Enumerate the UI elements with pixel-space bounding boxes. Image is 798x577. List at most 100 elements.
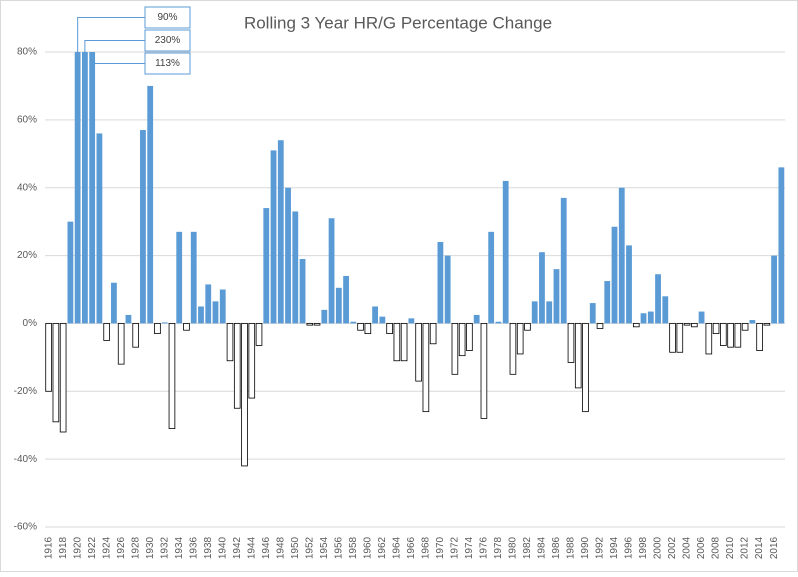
- callout-box: [144, 29, 191, 52]
- bar: [67, 221, 74, 324]
- x-tick-label: 1922: [87, 536, 98, 559]
- bar: [263, 208, 270, 324]
- bar: [705, 323, 713, 355]
- x-tick-label: 2006: [696, 536, 707, 559]
- bar: [662, 296, 669, 324]
- x-tick-label: 2016: [769, 536, 780, 559]
- bar: [589, 303, 596, 324]
- grid: [45, 51, 785, 528]
- x-tick-label: 1934: [174, 536, 185, 559]
- x-tick-label: 2014: [754, 536, 765, 559]
- y-tick-label: -60%: [14, 522, 37, 533]
- bar: [59, 323, 67, 433]
- bar: [756, 323, 763, 351]
- bar: [241, 323, 248, 467]
- callout-box: [144, 52, 191, 75]
- callout-leader: [91, 52, 145, 64]
- bar: [372, 306, 378, 324]
- bar: [524, 323, 531, 331]
- x-tick-label: 1962: [377, 536, 388, 559]
- x-tick-label: 1948: [275, 536, 286, 559]
- bar: [161, 322, 168, 324]
- callout-leader: [77, 17, 145, 52]
- bar: [488, 231, 495, 324]
- bar: [350, 321, 357, 324]
- bar: [567, 323, 575, 363]
- x-tick-label: 1986: [551, 536, 562, 559]
- bar: [132, 323, 139, 348]
- bar: [604, 281, 611, 324]
- x-tick-label: 1992: [595, 536, 606, 559]
- bar: [335, 287, 342, 324]
- x-tick-label: 1968: [421, 536, 432, 559]
- callout-box: [144, 6, 191, 29]
- bar: [546, 301, 553, 324]
- bar: [712, 323, 720, 335]
- bar: [480, 323, 488, 419]
- bar: [734, 323, 742, 348]
- x-tick-label: 1932: [159, 536, 170, 559]
- chart-title: Rolling 3 Year HR/G Percentage Change: [244, 13, 552, 32]
- bar: [96, 133, 103, 324]
- bar: [516, 323, 524, 355]
- bar: [82, 52, 88, 324]
- x-tick-label: 1942: [232, 536, 243, 559]
- y-tick-label: -20%: [14, 386, 37, 397]
- x-tick-label: 1982: [522, 536, 533, 559]
- x-tick-label: 1924: [101, 536, 112, 559]
- bar: [495, 321, 502, 324]
- bar: [379, 316, 386, 324]
- bar: [168, 323, 176, 430]
- y-tick-label: 60%: [17, 114, 37, 125]
- x-tick-label: 1976: [479, 536, 490, 559]
- data-label: 90%: [157, 12, 177, 23]
- bar: [103, 323, 110, 341]
- x-tick-label: 1956: [333, 536, 344, 559]
- bar: [647, 311, 654, 324]
- x-tick-label: 1928: [130, 536, 141, 559]
- x-tick-label: 1952: [304, 536, 315, 559]
- bar: [117, 323, 125, 365]
- bar: [451, 323, 459, 375]
- bar: [618, 187, 625, 324]
- bar: [292, 211, 299, 324]
- bar: [771, 255, 778, 324]
- y-tick-label: 20%: [17, 250, 37, 261]
- bar: [400, 323, 408, 362]
- data-label: 230%: [155, 35, 181, 46]
- x-tick-label: 1930: [145, 536, 156, 559]
- x-tick-label: 1920: [72, 536, 83, 559]
- x-tick-label: 1946: [261, 536, 272, 559]
- y-tick-label: 40%: [17, 182, 37, 193]
- x-tick-label: 2004: [682, 536, 693, 559]
- bar: [596, 323, 604, 329]
- x-tick-label: 1964: [392, 536, 403, 559]
- bar: [422, 323, 430, 413]
- x-tick-label: 1994: [609, 536, 620, 559]
- bar: [502, 180, 509, 324]
- bar: [582, 323, 589, 413]
- bar: [198, 306, 204, 324]
- x-tick-label: 1926: [116, 536, 127, 559]
- bar: [611, 226, 618, 324]
- callout-leader: [84, 40, 145, 52]
- bar: [125, 314, 132, 324]
- bar: [473, 314, 480, 324]
- bar: [655, 274, 661, 324]
- bars: [45, 52, 785, 467]
- x-tick-label: 2012: [740, 536, 751, 559]
- bar: [669, 323, 676, 353]
- bar: [640, 313, 647, 324]
- bar: [393, 323, 401, 362]
- bar: [306, 323, 314, 326]
- bar: [321, 309, 328, 324]
- bar: [676, 323, 684, 353]
- x-tick-label: 1936: [188, 536, 199, 559]
- bar: [364, 323, 372, 335]
- x-tick-label: 1970: [435, 536, 446, 559]
- bar: [531, 301, 538, 324]
- bar: [111, 282, 117, 324]
- x-tick-label: 2010: [725, 536, 736, 559]
